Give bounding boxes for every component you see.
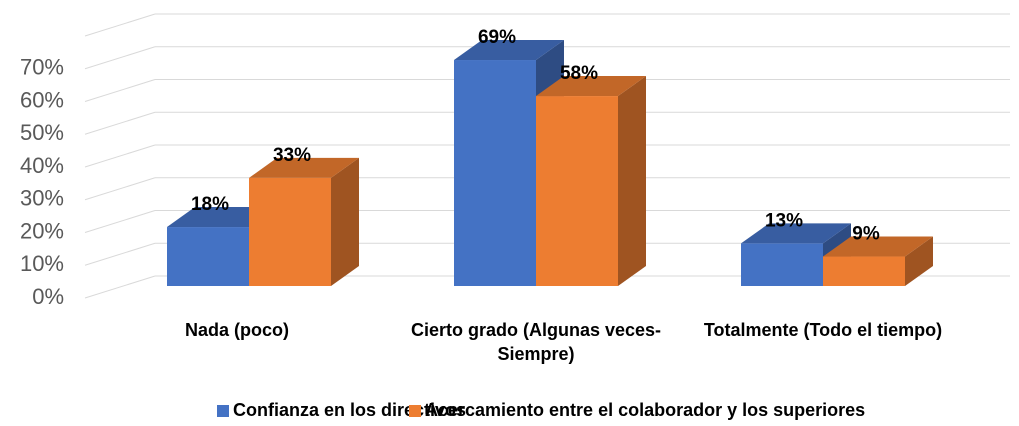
bar [536,96,618,286]
bar [823,256,905,286]
x-tick-label: Nada (poco) [184,320,289,340]
bar-top [536,76,646,97]
data-label: 9% [852,224,880,245]
grid-line [84,79,156,102]
y-tick-label: 0% [32,284,64,309]
bar-top [249,157,359,178]
y-tick-label: 50% [20,120,64,145]
x-tick-label: Cierto grado (Algunas veces-Siempre) [410,320,662,364]
y-tick-label: 70% [20,55,64,80]
data-label: 58% [560,63,598,84]
bar-top [823,236,933,257]
y-tick-label: 30% [20,186,64,211]
y-tick-label: 20% [20,218,64,243]
data-label: 69% [478,27,516,48]
grid-line [84,13,156,37]
bar-side [618,76,646,286]
legend-item: Confianza en los directivos [217,400,466,421]
bar-side [905,236,933,286]
grid-line [84,242,156,266]
data-label: 18% [191,194,229,215]
data-label: 33% [273,145,311,166]
legend-swatch [409,404,421,417]
grid-line [84,275,156,299]
bar [741,243,823,286]
data-label: 13% [765,210,803,231]
grid-line [84,46,156,70]
legend-swatch [217,404,229,417]
grid-line [84,111,156,135]
bar [249,177,331,286]
bar-top [741,223,851,244]
bar-top [454,40,564,61]
bar [167,227,249,286]
y-tick-label: 40% [20,153,64,178]
legend-label: Confianza en los directivos [233,400,467,420]
y-tick-label: 60% [20,87,64,112]
x-tick-label: Totalmente (Todo el tiempo) [703,320,943,340]
bar [454,60,536,287]
y-tick-label: 10% [20,251,64,276]
grid-line [84,144,156,168]
grid-line [84,210,156,233]
legend-label: Acercamiento entre el colaborador y los … [425,400,866,420]
bar-side [331,157,359,286]
grid-line [84,177,156,201]
legend-item: Acercamiento entre el colaborador y los … [409,400,865,421]
